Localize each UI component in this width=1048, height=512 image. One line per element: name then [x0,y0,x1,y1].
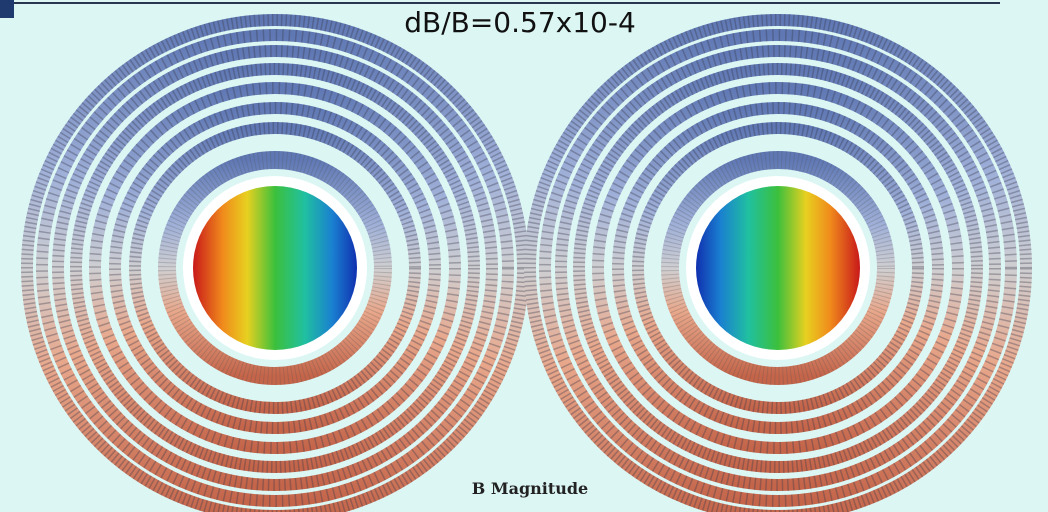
title: dB/B=0.57x10-4 [404,6,636,39]
page: dB/B=0.57x10-4 B Magnitude (() => { cons… [0,0,1048,512]
field-disk [696,186,860,350]
caption: B Magnitude [472,479,588,498]
visualization: dB/B=0.57x10-4 B Magnitude [0,0,1048,512]
corner-mark [0,0,14,18]
field-disk [193,186,357,350]
